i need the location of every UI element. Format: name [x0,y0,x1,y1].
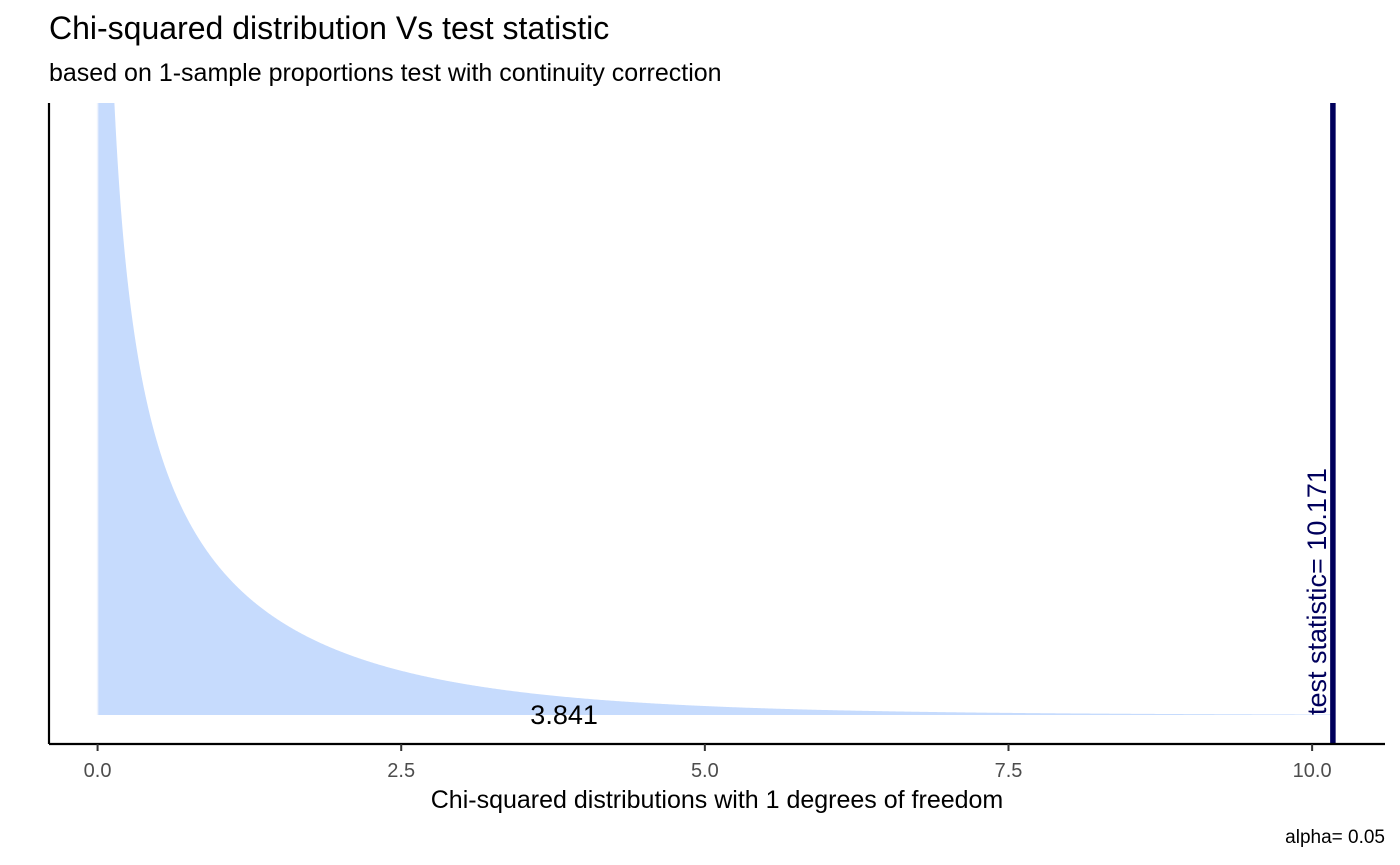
x-tick-label: 2.5 [387,760,415,782]
alpha-caption: alpha= 0.05 [1285,827,1385,848]
density-area [97,103,1333,715]
critical-value-label: 3.841 [530,700,598,730]
x-tick-label: 10.0 [1293,760,1332,782]
marks-layer: 3.841 test statistic= 10.171 [530,103,1336,744]
x-tick-label: 0.0 [84,760,112,782]
test-statistic-label: test statistic= 10.171 [1302,468,1332,715]
chart-subtitle: based on 1-sample proportions test with … [49,59,722,87]
chart-title: Chi-squared distribution Vs test statist… [49,10,610,46]
density-area-layer [96,103,1333,715]
x-tick-label: 5.0 [691,760,719,782]
x-axis-label: Chi-squared distributions with 1 degrees… [431,786,1004,814]
x-ticks: 0.0 2.5 5.0 7.5 10.0 [84,744,1332,782]
axis-layer [47,103,1385,746]
x-tick-label: 7.5 [995,760,1023,782]
